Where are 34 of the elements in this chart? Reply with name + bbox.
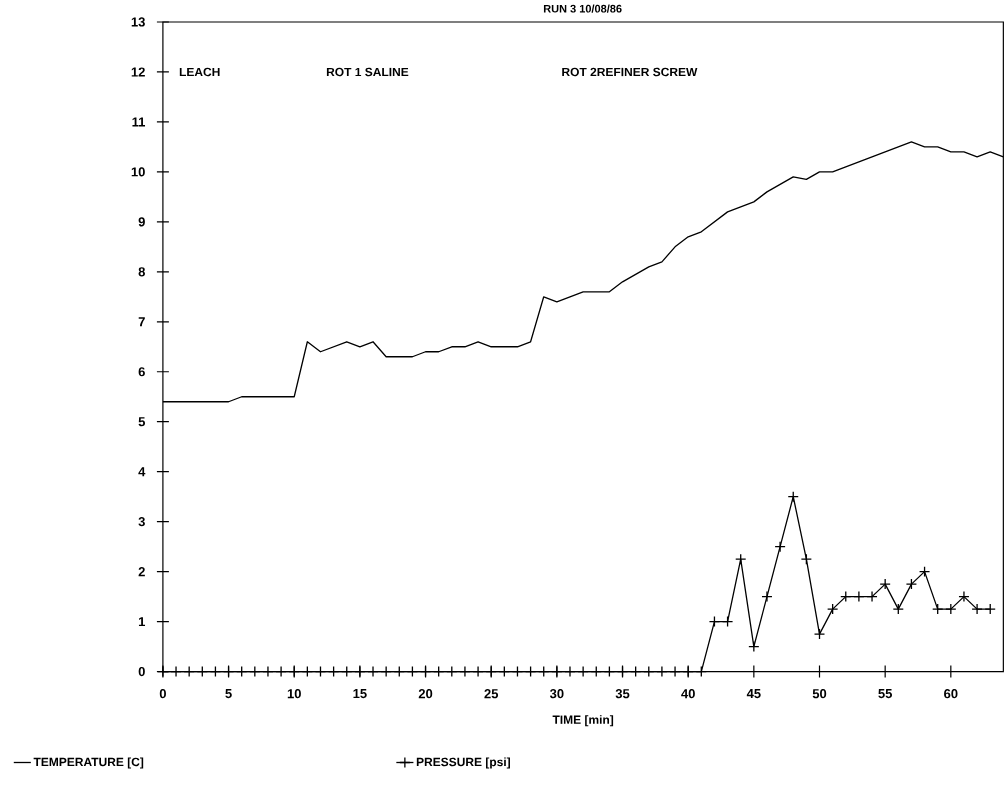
x-tick-label: 30 (549, 688, 564, 699)
legend-label: PRESSURE [psi] (416, 757, 510, 769)
y-tick-label: 6 (138, 366, 145, 377)
y-tick-label: 8 (138, 266, 145, 277)
y-tick-label: 3 (138, 516, 145, 527)
x-tick-label: 40 (681, 688, 695, 699)
legend-label: TEMPERATURE [C] (33, 757, 144, 769)
y-tick-label: 7 (138, 317, 145, 327)
y-tick-label: 2 (138, 566, 145, 576)
y-tick-label: 10 (131, 167, 145, 177)
annotation: ROT 2REFINER SCREW (562, 67, 698, 76)
y-tick-label: 1 (138, 616, 146, 626)
x-tick-label: 20 (418, 688, 433, 699)
y-tick-label: 5 (138, 416, 146, 427)
y-tick-label: 13 (131, 17, 145, 27)
y-tick-label: 9 (138, 217, 145, 227)
x-tick-label: 55 (878, 688, 893, 698)
x-tick-label: 35 (615, 688, 630, 699)
x-tick-label: 15 (353, 688, 367, 698)
y-tick-label: 11 (132, 117, 146, 127)
x-tick-label: 0 (159, 688, 166, 699)
x-axis-title: TIME [min] (552, 714, 614, 727)
x-tick-label: 45 (746, 688, 761, 698)
y-tick-label: 0 (138, 666, 145, 676)
x-tick-label: 60 (944, 688, 958, 699)
annotation: ROT 1 SALINE (326, 67, 409, 76)
y-tick-label: 4 (138, 466, 146, 476)
x-tick-label: 25 (484, 688, 499, 699)
x-tick-label: 50 (812, 688, 827, 699)
y-tick-label: 12 (131, 67, 145, 77)
x-tick-label: 5 (225, 688, 232, 698)
x-tick-label: 10 (287, 688, 301, 699)
annotation: LEACH (179, 67, 220, 76)
chart-title: RUN 3 10/08/86 (543, 4, 622, 13)
